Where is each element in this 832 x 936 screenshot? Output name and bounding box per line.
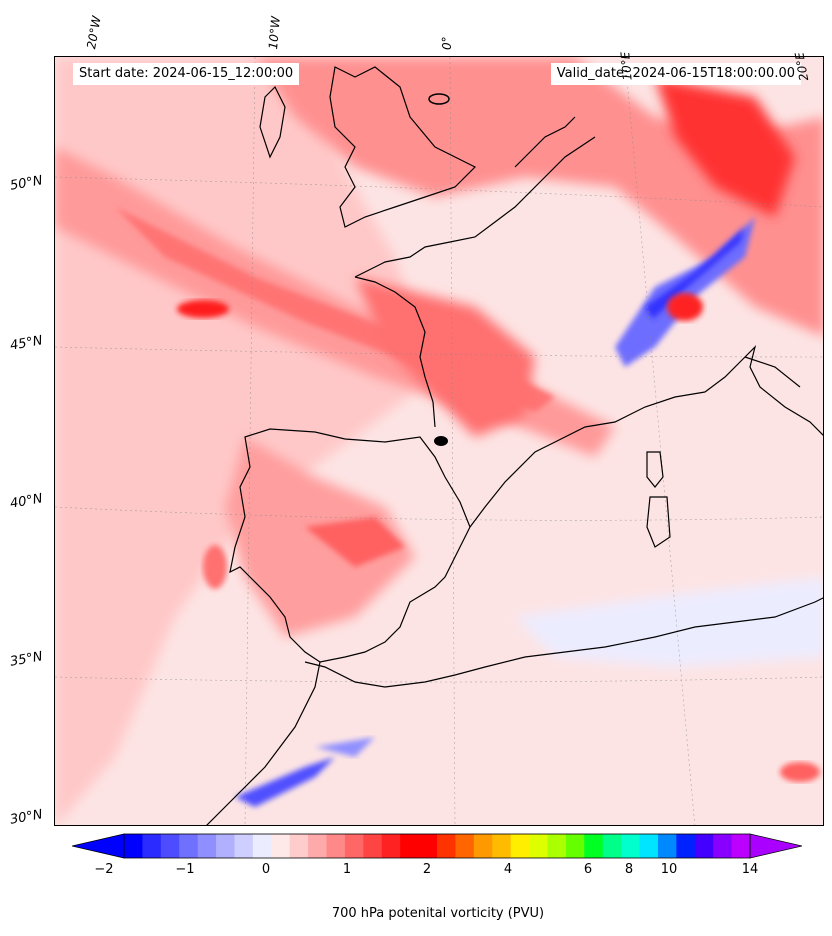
cb-tick-label: −1: [175, 862, 195, 877]
colorbar-bin: [179, 834, 199, 858]
cb-tick-label: 2: [422, 862, 432, 877]
pv-cell-east: [780, 762, 820, 782]
lat-label-45n: 45°N: [8, 333, 44, 354]
colorbar-bin: [197, 834, 217, 858]
colorbar-bin: [713, 834, 733, 858]
cb-tick-label: 14: [741, 862, 759, 877]
colorbar-bin: [473, 834, 493, 858]
colorbar-bin: [621, 834, 641, 858]
colorbar-bin: [142, 834, 162, 858]
colorbar-bin: [602, 834, 622, 858]
lon-label-10e: 10°E: [618, 51, 635, 82]
colorbar-bin: [400, 834, 420, 858]
coastlines: [206, 66, 823, 825]
colorbar-bin: [160, 834, 180, 858]
colorbar-bin: [289, 834, 309, 858]
pv-band-north-core: [655, 77, 795, 217]
lat-label-35n: 35°N: [8, 649, 44, 670]
colorbar-bin: [234, 834, 254, 858]
cb-tick-label: 10: [660, 862, 678, 877]
colorbar-bin: [694, 834, 714, 858]
colorbar-bin: [252, 834, 272, 858]
lat-label-30n: 30°N: [8, 807, 44, 828]
pv-cell-alps: [667, 293, 703, 321]
colorbar-bin: [584, 834, 604, 858]
map-panel: Start date: 2024-06-15_12:00:00 Valid_da…: [54, 56, 824, 826]
colorbar-extend-low: [72, 833, 125, 859]
colorbar-bin: [547, 834, 567, 858]
pv-negative-alps-core: [645, 227, 745, 319]
lat-label-40n: 40°N: [8, 491, 44, 512]
valid-date-label: Valid_date: 2024-06-15T18:00:00.00: [550, 63, 801, 85]
cb-tick-label: 1: [342, 862, 352, 877]
colorbar-bin: [510, 834, 530, 858]
colorbar-bin: [271, 834, 291, 858]
colorbar: [72, 833, 802, 859]
colorbar-bin: [437, 834, 456, 858]
colorbar-border: [123, 833, 751, 859]
colorbar-bin: [326, 834, 346, 858]
colorbar-ticks: −2 −1 0 1 2 4 6 8 10 14: [0, 862, 832, 892]
pv-shading-iberia-core: [305, 517, 405, 567]
colorbar-bin: [418, 834, 438, 858]
pv-field-map: [55, 57, 823, 825]
cb-tick-label: 0: [261, 862, 271, 877]
colorbar-bin: [565, 834, 585, 858]
pv-negative-sahara: [235, 757, 335, 807]
cb-tick-label: 6: [583, 862, 593, 877]
colorbar-bin: [731, 834, 751, 858]
colorbar-bin: [492, 834, 512, 858]
graticule: [55, 57, 823, 825]
lat-label-50n: 50°N: [8, 173, 44, 194]
colorbar-bin: [308, 834, 328, 858]
pv-shading-biscay: [355, 277, 535, 437]
colorbar-bin: [124, 834, 143, 858]
colorbar-label: 700 hPa potenital vorticity (PVU): [331, 906, 545, 921]
colorbar-bin: [657, 834, 677, 858]
colorbar-bin: [344, 834, 364, 858]
colorbar-bin: [381, 834, 401, 858]
pv-negative-med: [515, 577, 823, 667]
marker-dot: [434, 436, 448, 446]
colorbar-bin: [529, 834, 548, 858]
pv-cell-portugal: [203, 545, 227, 589]
lon-label-10w: 10°W: [266, 15, 283, 50]
colorbar-bin: [455, 834, 475, 858]
cb-tick-label: 4: [503, 862, 513, 877]
colorbar-bin: [639, 834, 659, 858]
pv-negative-sahara2: [315, 737, 375, 757]
colorbar-bin: [363, 834, 383, 858]
cb-tick-label: −2: [94, 862, 114, 877]
colorbar-bin: [676, 834, 696, 858]
colorbar-extend-high: [749, 833, 802, 859]
lon-label-20w: 20°W: [84, 14, 104, 50]
pv-cell-atlantic: [177, 300, 229, 318]
lon-label-0: 0°: [440, 36, 454, 50]
contour-blob-north: [428, 93, 450, 105]
start-date-label: Start date: 2024-06-15_12:00:00: [73, 63, 300, 85]
colorbar-bin: [216, 834, 235, 858]
cb-tick-label: 8: [624, 862, 634, 877]
